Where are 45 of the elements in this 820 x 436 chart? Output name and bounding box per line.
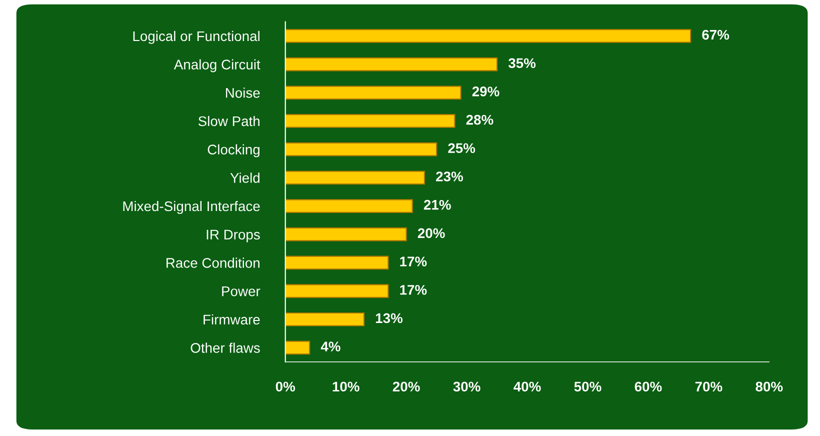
x-tick-label: 30% [453, 382, 480, 392]
y-tick-label: Clocking [208, 144, 260, 158]
data-label: 20% [418, 228, 445, 238]
y-tick-label: Other flaws [190, 342, 260, 353]
y-tick-label: IR Drops [206, 230, 260, 242]
x-tick-label: 0% [276, 382, 296, 392]
bar [285, 284, 389, 298]
y-tick-label: Noise [226, 88, 260, 98]
x-tick-label: 20% [392, 382, 420, 392]
y-tick-label: Firmware [204, 314, 260, 325]
x-tick-label: 40% [514, 382, 541, 392]
data-label: 35% [508, 58, 536, 68]
y-tick-label: Logical or Functional [133, 30, 260, 44]
data-label: 28% [466, 114, 494, 125]
y-tick-label: Power [222, 286, 260, 296]
x-tick-label: 10% [332, 382, 360, 392]
y-tick-label: Yield [230, 172, 260, 183]
y-tick-label: Mixed-Signal Interface [123, 200, 260, 214]
bar [285, 312, 365, 326]
bar [285, 142, 438, 156]
bar [285, 114, 456, 128]
x-tick-label: 60% [634, 382, 662, 392]
bar [285, 170, 426, 185]
x-tick-label: 80% [756, 382, 783, 392]
bar [285, 256, 389, 270]
data-label: 21% [424, 200, 451, 210]
bar [285, 227, 407, 242]
bar [285, 86, 462, 100]
y-tick-label: Analog Circuit [174, 59, 260, 72]
data-label: 67% [702, 30, 730, 40]
data-label: 13% [376, 313, 403, 324]
y-tick-label: Slow Path [198, 116, 260, 126]
x-tick-label: 50% [574, 382, 602, 392]
data-label: 4% [320, 342, 340, 352]
data-label: 17% [400, 284, 427, 295]
y-tick-label: Race Condition [166, 258, 260, 268]
bar [285, 340, 310, 355]
bar [285, 29, 692, 43]
data-label: 25% [448, 143, 476, 154]
x-tick-label: 70% [695, 382, 722, 392]
data-label: 17% [400, 256, 427, 266]
bar [285, 57, 498, 72]
bar [285, 199, 413, 213]
data-label: 23% [436, 172, 463, 182]
data-label: 29% [472, 86, 500, 96]
